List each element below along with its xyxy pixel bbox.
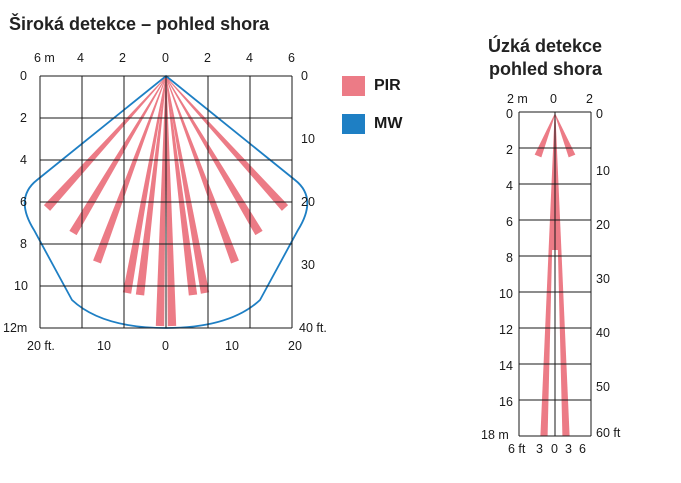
wide-bottom-axis: 20 ft. 10 0 10 20 — [27, 339, 302, 353]
legend-mw: MW — [342, 114, 402, 134]
wide-bottom-label: 10 — [97, 339, 111, 353]
wide-pir-beam — [165, 76, 198, 296]
legend-mw-label: MW — [374, 115, 403, 132]
wide-top-axis: 6 m 4 2 0 2 4 6 — [34, 51, 295, 65]
wide-pir-beam — [165, 76, 289, 211]
wide-right-label: 30 — [301, 258, 315, 272]
wide-left-label: 2 — [20, 111, 27, 125]
wide-top-label: 2 — [119, 51, 126, 65]
mw-color-swatch — [342, 114, 365, 134]
wide-pir-beam — [69, 76, 167, 236]
wide-right-label: 10 — [301, 132, 315, 146]
wide-bottom-label: 0 — [162, 339, 169, 353]
wide-pir-beam — [165, 76, 239, 264]
wide-left-axis: 0 2 4 6 8 10 12m — [3, 69, 28, 335]
legend-pir-label: PIR — [374, 77, 401, 94]
wide-right-axis: 0 10 20 30 40 ft. — [299, 69, 327, 335]
pir-color-swatch — [342, 76, 365, 96]
wide-top-label: 6 m — [34, 51, 55, 65]
wide-right-label: 20 — [301, 195, 315, 209]
wide-top-label: 4 — [77, 51, 84, 65]
wide-right-label: 0 — [301, 69, 308, 83]
wide-right-label: 40 ft. — [299, 321, 327, 335]
wide-left-label: 4 — [20, 153, 27, 167]
wide-left-label: 8 — [20, 237, 27, 251]
wide-pir-beam — [122, 76, 167, 294]
wide-top-label: 6 — [288, 51, 295, 65]
wide-pir-beam — [165, 76, 263, 236]
wide-pir-beam — [93, 76, 167, 264]
narrow-detection-title-line1: Úzká detekce — [488, 36, 603, 56]
wide-top-label: 2 — [204, 51, 211, 65]
wide-left-label: 12m — [3, 321, 27, 335]
wide-left-label: 10 — [14, 279, 28, 293]
wide-pir-beam — [43, 76, 167, 211]
wide-pir-beams — [43, 76, 289, 327]
legend-pir: PIR — [342, 76, 401, 96]
wide-top-label: 0 — [162, 51, 169, 65]
wide-left-label: 6 — [20, 195, 27, 209]
wide-bottom-label: 20 — [288, 339, 302, 353]
wide-bottom-label: 20 ft. — [27, 339, 55, 353]
wide-pir-beam — [165, 76, 210, 294]
wide-top-label: 4 — [246, 51, 253, 65]
wide-detection-title: Široká detekce – pohled shora — [9, 14, 270, 34]
wide-grid — [39, 75, 293, 329]
wide-bottom-label: 10 — [225, 339, 239, 353]
wide-pir-beam — [135, 76, 167, 296]
wide-left-label: 0 — [20, 69, 27, 83]
narrow-detection-title-line2: pohled shora — [489, 59, 603, 79]
